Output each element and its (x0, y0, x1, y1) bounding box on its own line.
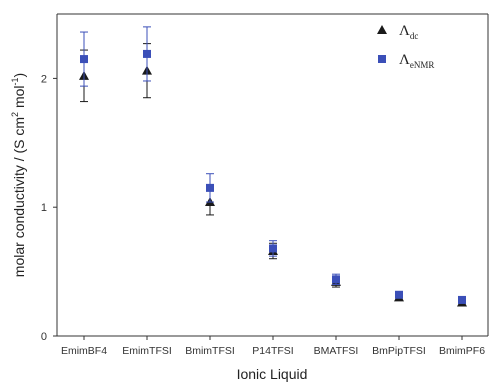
x-tick-label: BMATFSI (314, 345, 359, 357)
series-square (80, 26, 466, 304)
y-axis-title-sup-1: 2 (10, 112, 20, 117)
series-triangle (79, 43, 467, 307)
legend-item-enmr: ΛeNMR (378, 52, 434, 70)
data-point-square (80, 55, 88, 64)
legend-label-enmr-sub: eNMR (410, 60, 435, 70)
y-axis-title-main: molar conductivity / (S cm (11, 117, 27, 277)
y-axis-title-mid: mol (11, 85, 27, 111)
legend-marker-square (378, 55, 386, 63)
legend-item-dc: Λdc (377, 23, 418, 41)
x-tick-label: BmimTFSI (185, 345, 235, 357)
x-tick-label: P14TFSI (252, 345, 293, 357)
data-point-square (143, 49, 151, 58)
data-point-square (206, 183, 214, 192)
plot-area (56, 13, 489, 337)
legend-label-dc: Λdc (399, 23, 418, 41)
data-point-square (269, 244, 277, 253)
legend-label-dc-sub: dc (410, 31, 419, 41)
legend-label-enmr-main: Λ (399, 52, 410, 68)
y-tick-label: 2 (41, 73, 47, 85)
data-point-square (458, 295, 466, 304)
x-tick-label: EmimTFSI (122, 345, 172, 357)
data-point-square (332, 275, 340, 284)
x-tick-label: EmimBF4 (61, 345, 107, 357)
x-tick-label: BmPipTFSI (372, 345, 426, 357)
y-tick-label: 1 (41, 202, 47, 214)
x-axis-ticks: EmimBF4 EmimTFSI BmimTFSI P14TFSI BMATFSI BmP… (61, 336, 485, 357)
x-axis-title: Ionic Liquid (237, 366, 308, 382)
y-axis-title-sup-2: -1 (10, 77, 20, 85)
legend-label-dc-main: Λ (399, 23, 410, 39)
x-tick-label: BmimPF6 (439, 345, 485, 357)
legend: Λdc ΛeNMR (377, 23, 434, 70)
series-layer (79, 26, 467, 307)
legend-label-enmr: ΛeNMR (399, 52, 434, 70)
y-tick-label: 0 (41, 331, 47, 343)
y-axis-title-end: ) (11, 73, 27, 78)
y-axis-title: molar conductivity / (S cm2 mol-1) (10, 73, 27, 277)
data-point-square (395, 290, 403, 299)
y-axis-ticks: 0 1 2 (41, 73, 57, 343)
legend-marker-triangle (377, 25, 387, 34)
